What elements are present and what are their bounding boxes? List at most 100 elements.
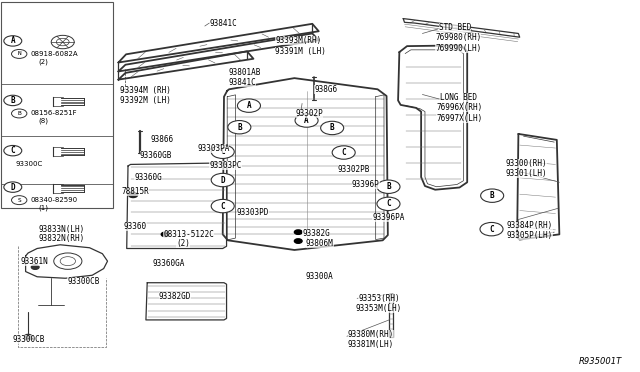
Text: 769980(RH): 769980(RH) <box>435 33 481 42</box>
Circle shape <box>12 196 27 205</box>
Text: 93832N(RH): 93832N(RH) <box>38 234 84 243</box>
Text: C: C <box>386 199 391 208</box>
Circle shape <box>211 145 234 158</box>
Text: 93305P(LH): 93305P(LH) <box>507 231 553 240</box>
Text: A: A <box>246 101 252 110</box>
Circle shape <box>31 265 39 269</box>
Text: 08340-82590: 08340-82590 <box>31 197 78 203</box>
Text: B: B <box>490 191 495 200</box>
Text: 93391M (LH): 93391M (LH) <box>275 47 326 56</box>
Text: 93361N: 93361N <box>20 257 48 266</box>
Circle shape <box>481 189 504 202</box>
Text: 93360: 93360 <box>124 222 147 231</box>
Text: 76996X(RH): 76996X(RH) <box>436 103 483 112</box>
Circle shape <box>12 109 27 118</box>
Circle shape <box>56 38 69 46</box>
Circle shape <box>321 121 344 135</box>
Circle shape <box>4 182 22 192</box>
Text: 93806M: 93806M <box>306 239 333 248</box>
Text: A: A <box>10 36 15 45</box>
Text: 93382GD: 93382GD <box>159 292 191 301</box>
Text: 93394M (RH): 93394M (RH) <box>120 86 171 95</box>
Text: 93381M(LH): 93381M(LH) <box>348 340 394 349</box>
Text: B: B <box>237 123 242 132</box>
Circle shape <box>295 114 318 127</box>
Circle shape <box>237 99 260 112</box>
Text: R935001T: R935001T <box>579 357 622 366</box>
Circle shape <box>294 239 302 243</box>
Circle shape <box>12 49 27 58</box>
Text: 769990(LH): 769990(LH) <box>435 44 481 53</box>
Text: 93303PA: 93303PA <box>197 144 230 153</box>
Text: 93300CB: 93300CB <box>67 277 100 286</box>
Circle shape <box>228 121 251 134</box>
Text: N: N <box>17 51 21 57</box>
Text: 08313-5122C: 08313-5122C <box>163 230 214 239</box>
Circle shape <box>4 36 22 46</box>
Text: 76997X(LH): 76997X(LH) <box>436 114 483 123</box>
Text: 93300(RH): 93300(RH) <box>506 159 547 168</box>
Text: STD BED: STD BED <box>439 23 472 32</box>
Circle shape <box>51 35 74 49</box>
Circle shape <box>211 199 234 213</box>
Text: B: B <box>330 124 335 132</box>
Circle shape <box>377 197 400 211</box>
Circle shape <box>4 145 22 156</box>
Text: 93303PD: 93303PD <box>237 208 269 217</box>
Text: 93302P: 93302P <box>296 109 323 118</box>
Text: 93353(RH): 93353(RH) <box>358 294 400 303</box>
Text: B: B <box>17 111 21 116</box>
Circle shape <box>60 257 76 266</box>
Circle shape <box>54 253 82 269</box>
Text: 938G6: 938G6 <box>314 85 337 94</box>
Text: (2): (2) <box>38 58 48 65</box>
Text: 93300C: 93300C <box>16 161 44 167</box>
Text: 93353M(LH): 93353M(LH) <box>356 304 402 312</box>
Text: 93833N(LH): 93833N(LH) <box>38 225 84 234</box>
Text: 78815R: 78815R <box>122 187 149 196</box>
Circle shape <box>332 146 355 159</box>
Text: C: C <box>489 225 494 234</box>
Text: 93360GA: 93360GA <box>152 259 185 268</box>
Bar <box>1 2 113 208</box>
Text: (8): (8) <box>38 118 49 124</box>
Text: 93384P(RH): 93384P(RH) <box>507 221 553 230</box>
Text: 93393M(RH): 93393M(RH) <box>275 36 321 45</box>
Text: 93303PC: 93303PC <box>209 161 242 170</box>
Text: C: C <box>220 202 225 211</box>
Text: A: A <box>304 116 309 125</box>
Text: B: B <box>10 96 15 105</box>
Text: S: S <box>17 198 21 203</box>
Text: D: D <box>10 183 15 192</box>
Circle shape <box>161 232 169 237</box>
Text: 93382G: 93382G <box>302 229 330 238</box>
Text: 93300A: 93300A <box>306 272 333 280</box>
Text: 93866: 93866 <box>150 135 173 144</box>
Text: (2): (2) <box>176 239 190 248</box>
Text: 93300CB: 93300CB <box>13 335 45 344</box>
Text: 93392M (LH): 93392M (LH) <box>120 96 171 105</box>
Text: 08918-6082A: 08918-6082A <box>31 51 78 57</box>
Text: 93302PB: 93302PB <box>338 165 371 174</box>
Text: 93801AB: 93801AB <box>228 68 261 77</box>
Text: 93396PA: 93396PA <box>372 214 405 222</box>
Circle shape <box>4 95 22 106</box>
Text: B: B <box>386 182 391 191</box>
Circle shape <box>24 334 32 339</box>
Text: 93360GB: 93360GB <box>140 151 172 160</box>
Text: 93396P: 93396P <box>352 180 380 189</box>
Text: LONG BED: LONG BED <box>440 93 477 102</box>
Circle shape <box>294 230 302 234</box>
Circle shape <box>129 192 138 198</box>
Text: C: C <box>220 147 225 156</box>
Text: 93301(LH): 93301(LH) <box>506 169 547 178</box>
Circle shape <box>480 222 503 236</box>
Text: (1): (1) <box>38 204 49 211</box>
Text: 93380M(RH): 93380M(RH) <box>348 330 394 339</box>
Text: C: C <box>341 148 346 157</box>
Text: 08156-8251F: 08156-8251F <box>31 110 77 116</box>
Circle shape <box>211 173 234 187</box>
Text: C: C <box>10 146 15 155</box>
Text: 93841C: 93841C <box>228 78 256 87</box>
Text: 93841C: 93841C <box>210 19 237 28</box>
